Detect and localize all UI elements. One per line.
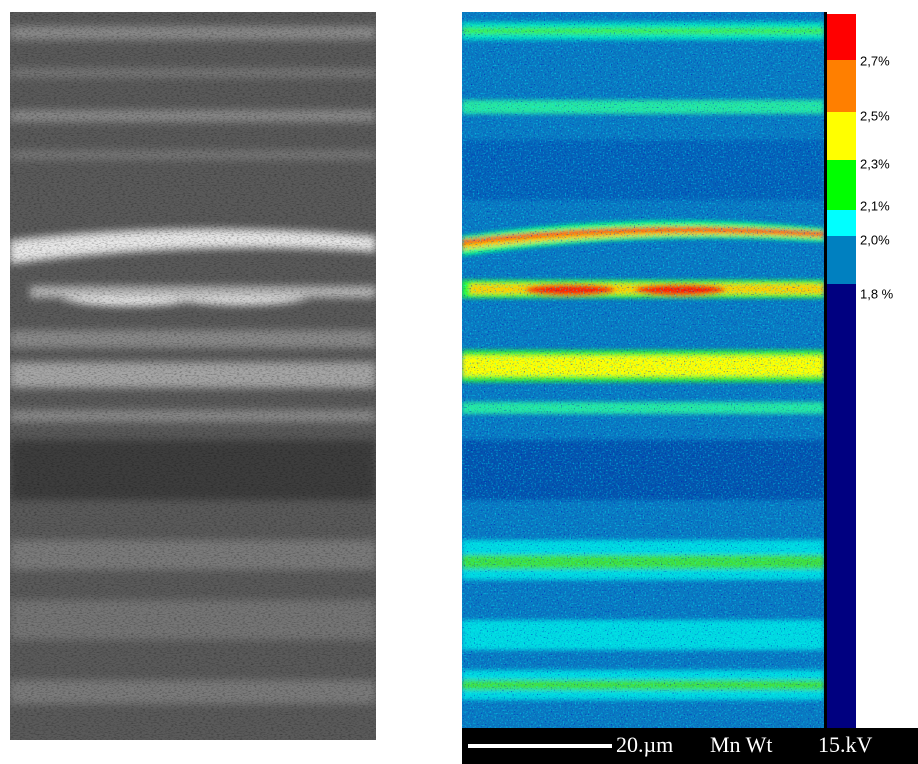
scale-cyan (827, 210, 856, 236)
scale-orange (827, 60, 856, 112)
color-scale (827, 14, 856, 728)
scale-green (827, 160, 856, 210)
scale-yellow (827, 112, 856, 160)
scale-label: 2,3% (860, 156, 890, 171)
scale-label: 2,0% (860, 232, 890, 247)
scale-label: 2,1% (860, 198, 890, 213)
divider (824, 12, 827, 728)
scale-label: 2,7% (860, 53, 890, 68)
scale-length: 20.µm (616, 732, 673, 757)
scale-navy (827, 284, 856, 728)
scale-label: 2,5% (860, 108, 890, 123)
scale-blue (827, 236, 856, 284)
element-label: Mn Wt (710, 732, 773, 757)
eds-map (462, 12, 824, 728)
voltage-label: 15.kV (818, 732, 873, 757)
scale-bar (468, 744, 612, 748)
scale-label: 1,8 % (860, 286, 894, 301)
scale-red (827, 14, 856, 60)
sem-image (10, 12, 376, 740)
